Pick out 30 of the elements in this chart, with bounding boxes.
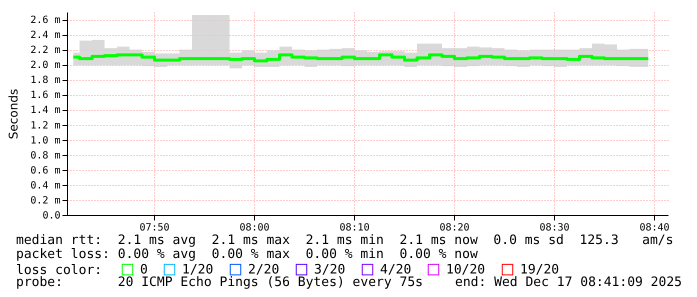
- legend-title: loss color:: [16, 263, 102, 278]
- y-tick-label: 0.6 m: [30, 165, 60, 176]
- y-axis-title: Seconds: [6, 88, 20, 140]
- legend-label: 0: [140, 262, 148, 278]
- y-tick-label: 0.4 m: [30, 180, 60, 192]
- y-tick-label: 0.8 m: [30, 150, 60, 162]
- y-tick-label: 1.2 m: [30, 120, 60, 132]
- x-tick-label: 08:20: [439, 222, 470, 234]
- legend-label: 4/20: [380, 262, 412, 278]
- text: probe: 20 ICMP Echo Pings (56 Bytes) every 75s: [16, 275, 423, 290]
- y-tick-label: 2.4 m: [30, 30, 60, 42]
- x-tick-label: 08:10: [339, 222, 370, 234]
- y-tick-label: 1.4 m: [30, 105, 60, 116]
- legend-label: 19/20: [520, 262, 560, 278]
- y-tick-label: 1.0 m: [30, 135, 60, 146]
- x-tick-label: 08:30: [539, 222, 570, 234]
- text: packet loss: 0.00 % avg 0.00 % max 0.00 % min 0.00 % now: [16, 247, 478, 262]
- y-tick-label: 1.6 m: [30, 90, 60, 102]
- x-tick-label: 08:00: [239, 222, 270, 234]
- text: end: Wed Dec 17 08:41:09 2025: [455, 275, 682, 290]
- y-tick-label: 1.8 m: [30, 75, 60, 86]
- x-tick-label: 08:40: [639, 222, 670, 234]
- y-tick-label: 0.0: [42, 210, 60, 222]
- y-tick-label: 0.2 m: [30, 195, 60, 206]
- y-tick-label: 2.6 m: [30, 15, 60, 26]
- y-tick-label: 2.0 m: [30, 60, 60, 72]
- x-tick-label: 07:50: [139, 222, 170, 234]
- legend-label: 10/20: [446, 262, 486, 278]
- text: median rtt: 2.1 ms avg 2.1 ms max 2.1 ms min 2.1 ms now 0.0 ms sd 125.3 am/s: [16, 233, 674, 248]
- y-tick-label: 2.2 m: [30, 45, 60, 56]
